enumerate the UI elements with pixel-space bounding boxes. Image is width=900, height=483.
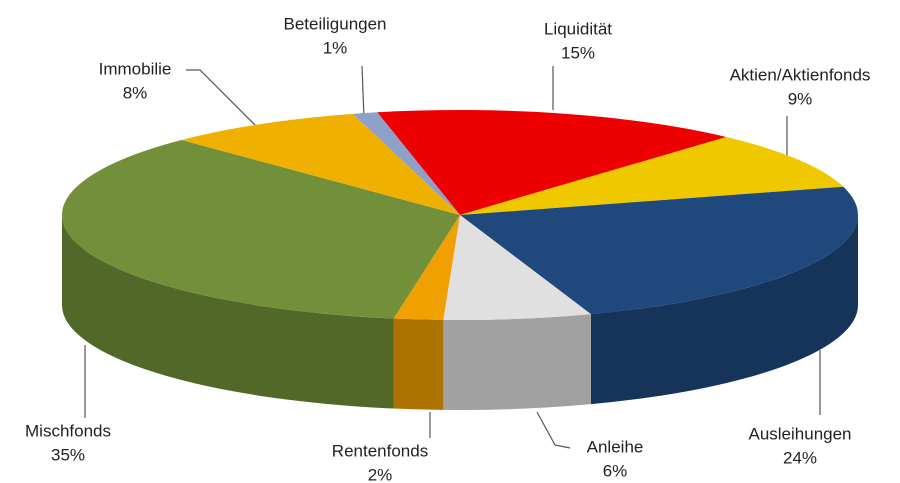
slice (443, 215, 591, 320)
labels: Liquidität 15% Aktien/Aktienfonds 9% Ausleih… (25, 14, 870, 483)
slice (181, 113, 460, 215)
value-label: 6% (603, 461, 628, 480)
value-label: 1% (323, 38, 348, 57)
value-label: 35% (51, 445, 85, 464)
value-label: 9% (788, 89, 813, 108)
value-label: 24% (783, 448, 817, 467)
slice (352, 112, 460, 215)
leader-lines (84, 65, 821, 449)
slice-side-shade (590, 215, 858, 405)
value-label: 8% (123, 83, 148, 102)
slice-side (62, 215, 394, 409)
category-label: Beteiligungen (283, 14, 386, 33)
value-label: 15% (561, 43, 595, 62)
category-label: Immobilie (99, 59, 172, 78)
slice-side (393, 318, 444, 410)
category-label: Liquidität (544, 19, 612, 38)
category-label: Rentenfonds (332, 441, 428, 460)
category-label: Anleihe (587, 437, 644, 456)
slice (460, 186, 858, 315)
category-label: Mischfonds (25, 421, 111, 440)
slice-side-shade (62, 215, 394, 409)
slice (393, 215, 460, 320)
slice (377, 110, 727, 215)
value-label: 2% (368, 465, 393, 483)
slice (460, 136, 844, 215)
slice-side (443, 314, 591, 411)
category-label: Aktien/Aktienfonds (730, 65, 871, 84)
category-label: Ausleihungen (748, 424, 851, 443)
slice-side (590, 215, 858, 405)
slice (61, 139, 461, 319)
slice-side-shade (443, 314, 591, 411)
pie (61, 110, 858, 411)
slice-side-shade (393, 318, 444, 410)
